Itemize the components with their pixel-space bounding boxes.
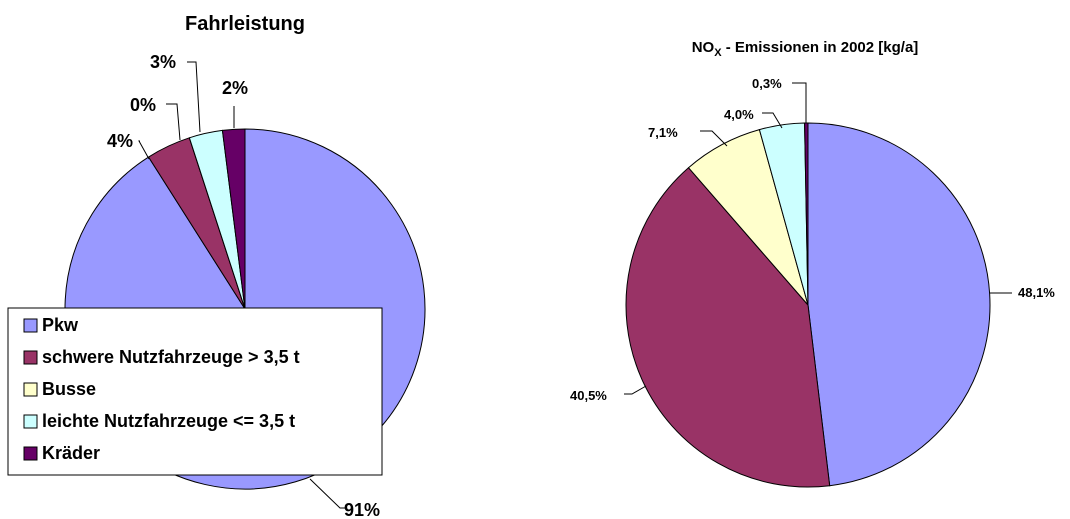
pie-2-leader-kraeder: [792, 82, 807, 123]
chart-2-title-pre: NO: [692, 39, 715, 56]
chart-nox-emissionen: NOX - Emissionen in 2002 [kg/a] 48,1% 40,…: [570, 39, 1055, 488]
pie-2: 48,1% 40,5% 7,1% 4,0% 0,3%: [570, 76, 1055, 488]
pie-2-slice-kraeder: [804, 122, 809, 306]
chart-fahrleistung: Fahrleistung 91% 4% 0% 3% 2% Pkw schwere Nut…: [7, 13, 426, 519]
pie-1-leader-leichte-nutzfahrzeuge: [187, 61, 201, 133]
legend-label-pkw: Pkw: [42, 315, 79, 335]
pie-2-data-label-schwere-nutzfahrzeuge: 40,5%: [570, 388, 607, 403]
pie-2-data-label-pkw: 48,1%: [1018, 285, 1055, 300]
legend-label-leichte-nutzfahrzeuge: leichte Nutzfahrzeuge <= 3,5 t: [42, 411, 295, 431]
pie-1-slice-kraeder: [221, 128, 246, 310]
pie-1-data-label-busse: 0%: [130, 95, 156, 115]
pie-1-leader-schwere-nutzfahrzeuge: [138, 140, 150, 160]
legend-label-schwere-nutzfahrzeuge: schwere Nutzfahrzeuge > 3,5 t: [42, 347, 300, 367]
pie-2-data-label-leichte-nutzfahrzeuge: 4,0%: [724, 107, 754, 122]
pie-1-data-label-schwere-nutzfahrzeuge: 4%: [107, 131, 133, 151]
pie-2-slice-schwere-nutzfahrzeuge: [625, 167, 831, 488]
legend-label-busse: Busse: [42, 379, 96, 399]
pie-1-data-label-kraeder: 2%: [222, 78, 248, 98]
pie-2-leader-busse: [700, 130, 728, 147]
pie-1-leader-pkw: [309, 478, 346, 509]
pie-2-data-label-busse: 7,1%: [648, 125, 678, 140]
legend-box: [7, 307, 383, 476]
legend-swatch-kraeder: [23, 446, 38, 461]
legend-swatch-schwere-nutzfahrzeuge: [23, 350, 38, 365]
pie-2-leader-leichte-nutzfahrzeuge: [762, 112, 783, 129]
chart-2-title: NOX - Emissionen in 2002 [kg/a]: [692, 39, 919, 59]
legend-label-kraeder: Kräder: [42, 443, 100, 463]
chart-2-title-sub: X: [714, 47, 722, 59]
pie-1-data-label-pkw: 91%: [344, 500, 380, 519]
legend-swatch-busse: [23, 382, 38, 397]
chart-2-title-post: - Emissionen in 2002 [kg/a]: [722, 39, 919, 56]
pie-1-data-label-leichte-nutzfahrzeuge: 3%: [150, 52, 176, 72]
legend-swatch-pkw: [23, 318, 38, 333]
pie-2-leader-schwere-nutzfahrzeuge: [624, 385, 647, 395]
legend: Pkw schwere Nutzfahrzeuge > 3,5 t Busse …: [7, 307, 383, 476]
pie-1-leader-busse: [166, 103, 181, 141]
legend-swatch-leichte-nutzfahrzeuge: [23, 414, 38, 429]
pie-2-data-label-kraeder: 0,3%: [752, 76, 782, 91]
chart-1-title: Fahrleistung: [185, 13, 305, 35]
pie-2-slice-pkw: [807, 122, 991, 487]
